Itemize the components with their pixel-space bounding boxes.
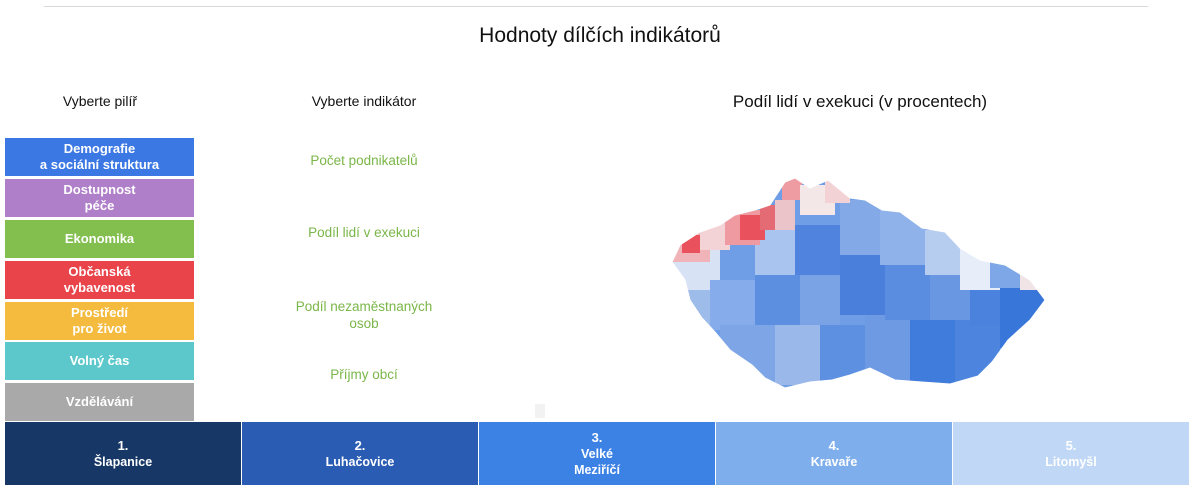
map-region[interactable] <box>820 325 865 385</box>
rank-tile-2[interactable]: 2. Luhačovice <box>242 422 478 485</box>
indicator-label-text: Počet podnikatelů <box>310 153 418 168</box>
pillar-button-obcanska[interactable]: Občanská vybavenost <box>5 261 194 299</box>
map-region[interactable] <box>840 255 885 315</box>
pillar-button-prostredi[interactable]: Prostředí pro život <box>5 302 194 340</box>
rank-number: 3. <box>591 429 603 445</box>
map-region[interactable] <box>865 315 910 385</box>
map-region[interactable] <box>775 200 795 230</box>
rank-name: Kravaře <box>810 454 858 469</box>
map-region[interactable] <box>925 230 960 275</box>
rank-number: 4. <box>828 437 840 453</box>
indicator-podil-exekuce[interactable]: Podíl lidí v exekuci <box>264 224 464 241</box>
map-region[interactable] <box>910 320 955 385</box>
map-region[interactable] <box>825 178 850 203</box>
pillar-label: Vyberte pilíř <box>62 93 138 109</box>
pillar-button-dostupnost[interactable]: Dostupnost péče <box>5 179 194 217</box>
rank-number: 5. <box>1065 437 1077 453</box>
rank-name: Litomyšl <box>1045 454 1097 469</box>
map-region[interactable] <box>755 275 800 325</box>
rank-tile-4[interactable]: 4. Kravaře <box>716 422 952 485</box>
map-title: Podíl lidí v exekuci (v procentech) <box>732 92 988 111</box>
map-region[interactable] <box>775 325 820 385</box>
indicator-label: Vyberte indikátor <box>311 93 417 109</box>
indicator-podil-nezamestnanych[interactable]: Podíl nezaměstnaných osob <box>264 298 464 332</box>
rank-tile-1[interactable]: 1. Šlapanice <box>5 422 241 485</box>
map-region[interactable] <box>710 280 755 330</box>
indicator-pocet-podnikatelu[interactable]: Počet podnikatelů <box>264 152 464 169</box>
map-region[interactable] <box>795 225 840 275</box>
rank-name: Šlapanice <box>93 454 153 469</box>
map-region[interactable] <box>660 290 710 350</box>
pillar-button-demografie[interactable]: Demografie a sociální struktura <box>5 138 194 176</box>
rank-name: Luhačovice <box>325 454 395 469</box>
page-title: Hodnoty dílčích indikátorů <box>479 24 721 47</box>
top-divider <box>44 6 1148 7</box>
rank-tile-3[interactable]: 3. Velké Meziříčí <box>479 422 715 485</box>
rank-name: Velké Meziříčí <box>574 446 620 477</box>
map-region[interactable] <box>955 320 1000 385</box>
pillar-button-volny-cas[interactable]: Volný čas <box>5 342 194 380</box>
map-region[interactable] <box>800 275 840 325</box>
pillar-button-label: Vzdělávání <box>65 394 134 409</box>
scroll-marker <box>535 404 545 418</box>
map-region[interactable] <box>720 325 775 385</box>
rank-tile-5[interactable]: 5. Litomyšl <box>953 422 1189 485</box>
map-region[interactable] <box>880 210 925 265</box>
pillar-button-label: Ekonomika <box>64 231 135 246</box>
indicator-prijmy-obci[interactable]: Příjmy obcí <box>264 366 464 383</box>
indicator-label-text: Podíl lidí v exekuci <box>308 225 420 240</box>
pillar-button-label: Demografie a sociální struktura <box>39 141 160 172</box>
czechia-choropleth-map[interactable] <box>660 170 1060 395</box>
indicator-label-text: Příjmy obcí <box>330 367 398 382</box>
indicator-label-text: Podíl nezaměstnaných osob <box>295 299 433 331</box>
pillar-button-ekonomika[interactable]: Ekonomika <box>5 220 194 258</box>
pillar-button-vzdelavani[interactable]: Vzdělávání <box>5 383 194 421</box>
rank-number: 1. <box>117 437 129 453</box>
map-region[interactable] <box>782 175 802 200</box>
pillar-button-label: Občanská vybavenost <box>63 264 136 295</box>
map-region[interactable] <box>885 265 930 320</box>
pillar-button-label: Volný čas <box>69 353 130 368</box>
map-outline <box>671 177 1046 389</box>
pillar-button-label: Prostředí pro život <box>70 305 129 336</box>
pillar-button-label: Dostupnost péče <box>63 182 136 213</box>
map-region[interactable] <box>840 200 880 255</box>
rank-number: 2. <box>354 437 366 453</box>
